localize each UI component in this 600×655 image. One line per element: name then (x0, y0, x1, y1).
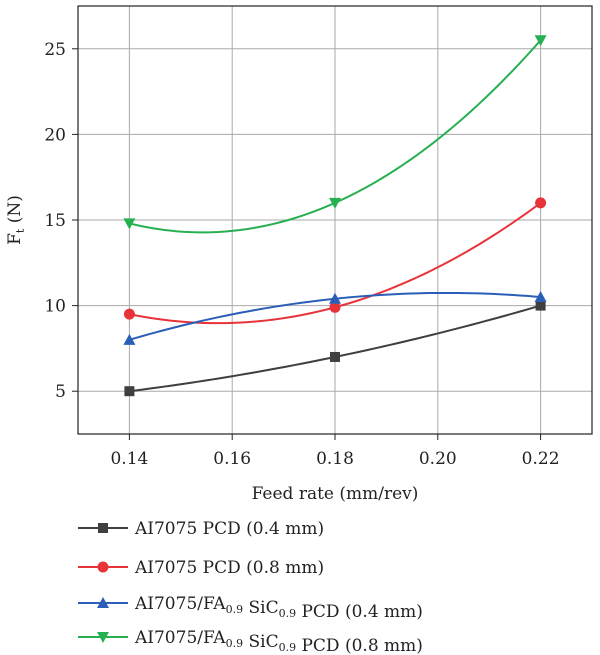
data-point (329, 197, 341, 209)
legend-item: AI7075 PCD (0.8 mm) (78, 558, 324, 578)
data-point (123, 308, 135, 320)
x-tick-label: 0.22 (522, 449, 560, 469)
legend-marker (98, 523, 108, 533)
legend-item: AI7075/FA0.9 SiC0.9 PCD (0.4 mm) (78, 594, 423, 622)
data-point (535, 300, 546, 311)
x-tick-label: 0.14 (110, 449, 148, 469)
data-point (329, 301, 341, 313)
series-layer (123, 35, 547, 397)
x-axis-title: Feed rate (mm/rev) (252, 484, 419, 504)
data-point (123, 218, 136, 230)
x-tick-label: 0.20 (419, 449, 457, 469)
legend-item: AI7075/FA0.9 SiC0.9 PCD (0.8 mm) (78, 628, 423, 655)
grid (78, 6, 592, 434)
y-axis-title-subscript: t (14, 228, 27, 233)
y-tick-label: 15 (44, 211, 66, 231)
y-tick-label: 20 (44, 125, 66, 145)
data-point (534, 291, 547, 303)
legend-label: AI7075/FA0.9 SiC0.9 PCD (0.8 mm) (134, 628, 423, 655)
series-4 (123, 35, 547, 234)
data-point (329, 292, 341, 304)
legend-label: AI7075 PCD (0.8 mm) (134, 558, 324, 578)
y-tick-label: 5 (55, 382, 66, 402)
data-point (330, 351, 340, 362)
data-point (535, 197, 547, 209)
legend-marker (97, 561, 109, 573)
data-point (123, 333, 136, 345)
legend-label: AI7075 PCD (0.4 mm) (134, 519, 324, 539)
legend-label: AI7075/FA0.9 SiC0.9 PCD (0.4 mm) (134, 594, 423, 622)
y-axis-title-main: F (5, 233, 25, 245)
legend-marker (97, 632, 109, 643)
y-tick-label: 25 (44, 40, 66, 60)
y-axis-title-unit: (N) (5, 195, 25, 229)
data-point (124, 386, 135, 397)
legend-marker (97, 597, 109, 608)
data-point (534, 35, 547, 47)
y-tick-label: 10 (44, 297, 66, 317)
axis-ticks: 0.14 0.16 0.18 0.20 0.22 5 10 15 20 25 (44, 40, 559, 469)
series-1 (124, 300, 546, 397)
y-axis-title: Ft (N) (5, 195, 27, 245)
legend-item: AI7075 PCD (0.4 mm) (78, 519, 324, 539)
x-tick-label: 0.16 (213, 449, 251, 469)
legend: AI7075 PCD (0.4 mm) AI7075 PCD (0.8 mm) AI… (78, 519, 423, 655)
x-tick-label: 0.18 (316, 449, 354, 469)
series-3 (123, 291, 547, 345)
